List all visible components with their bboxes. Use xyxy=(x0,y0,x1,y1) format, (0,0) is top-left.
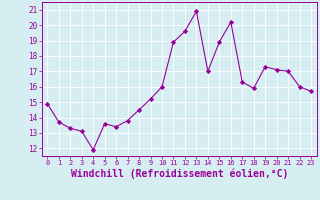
X-axis label: Windchill (Refroidissement éolien,°C): Windchill (Refroidissement éolien,°C) xyxy=(70,169,288,179)
